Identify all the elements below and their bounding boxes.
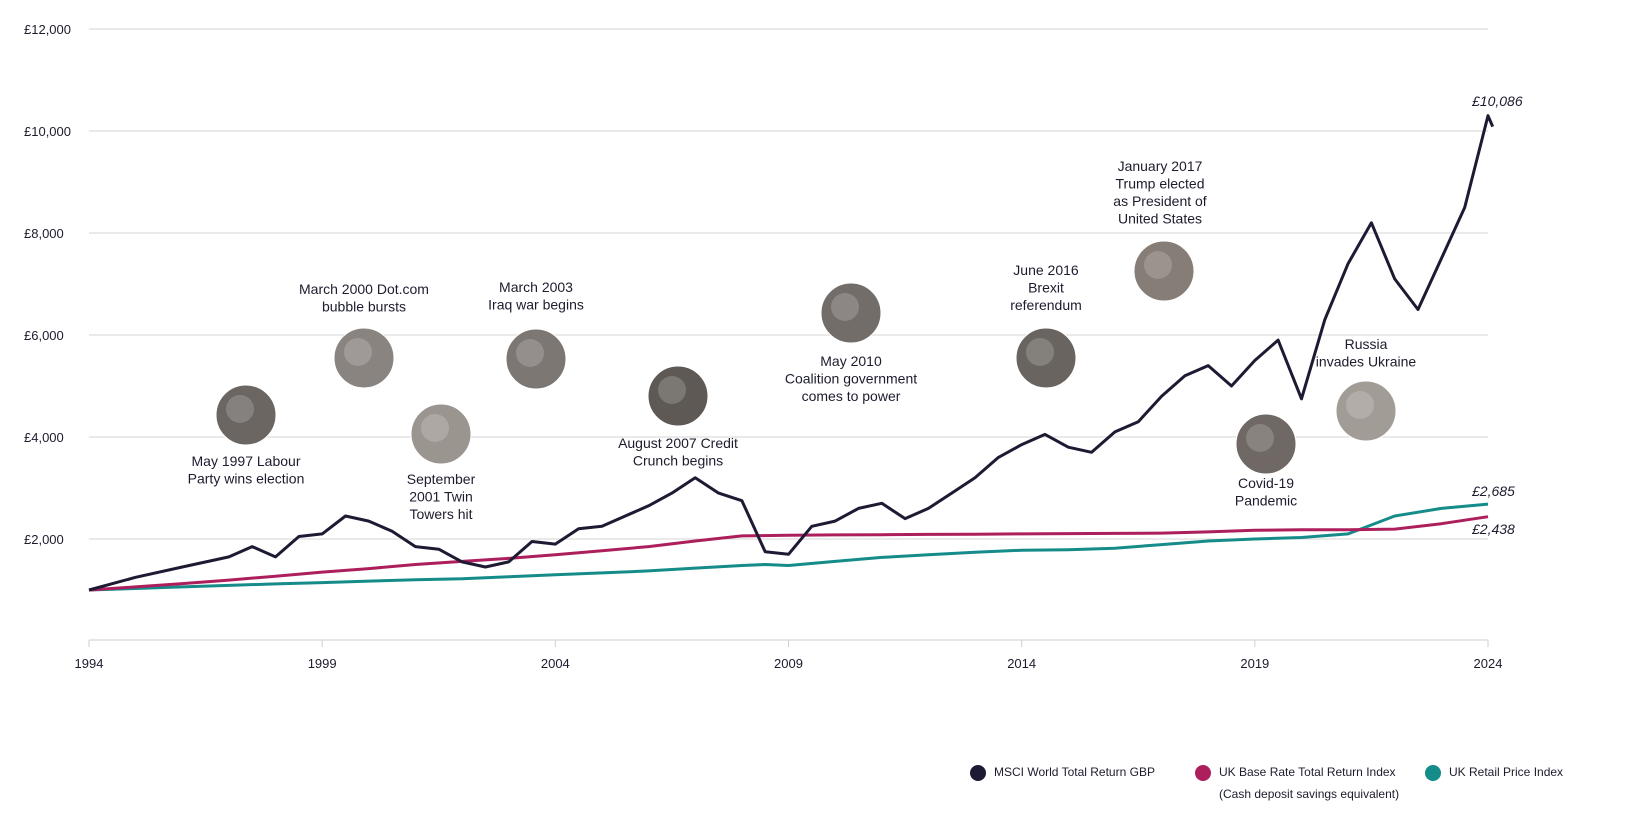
y-tick-label: £8,000 — [24, 226, 64, 241]
x-tick-label: 2019 — [1240, 656, 1269, 671]
photo-highlight — [1026, 338, 1054, 366]
annotation-text: as President of — [1113, 193, 1206, 209]
series-line-base-rate — [88, 515, 1489, 592]
legend-label-rpi: UK Retail Price Index — [1449, 765, 1564, 780]
annotation-text: referendum — [1010, 297, 1082, 313]
trump-portrait-photo — [1133, 240, 1195, 302]
annotation-text: 2001 Twin — [409, 489, 473, 505]
brexit-leader-photo — [1015, 327, 1077, 389]
x-tick-label: 2009 — [774, 656, 803, 671]
annotations: May 1997 Labour Party wins election March … — [188, 158, 1417, 522]
x-tick-label: 2024 — [1474, 656, 1503, 671]
end-value-labels: £10,086 £2,685 £2,438 — [1471, 93, 1523, 537]
x-tick-label: 1994 — [75, 656, 104, 671]
legend-marker-msci — [970, 765, 986, 781]
x-tick-label: 2004 — [541, 656, 570, 671]
annotation-text: September — [407, 471, 476, 487]
legend-label-msci: MSCI World Total Return GBP — [994, 765, 1155, 780]
annotation-text: May 1997 Labour — [192, 453, 301, 469]
series-line-rpi — [88, 502, 1489, 592]
end-label-msci: £10,086 — [1471, 93, 1523, 109]
annotation-text: January 2017 — [1118, 158, 1203, 174]
photo-highlight — [516, 339, 544, 367]
annotation-text: comes to power — [802, 388, 901, 404]
legend-label-base-rate: UK Base Rate Total Return Index — [1219, 765, 1396, 780]
legend-label-base-rate-sub: (Cash deposit savings equivalent) — [1219, 787, 1400, 801]
y-tick-label: £4,000 — [24, 430, 64, 445]
annotation-text: bubble bursts — [322, 299, 406, 315]
annotation-text: invades Ukraine — [1316, 354, 1417, 370]
protest-sign-photo — [505, 328, 567, 390]
photo-highlight — [1144, 251, 1172, 279]
annotation-text: Iraq war begins — [488, 297, 584, 313]
annotation-text: United States — [1118, 211, 1202, 227]
annotation-text: Pandemic — [1235, 493, 1297, 509]
axes: £2,000 £4,000 £6,000 £8,000 £10,000 £12,000 19… — [24, 22, 1502, 671]
annotation-text: March 2000 Dot.com — [299, 281, 429, 297]
virus-photo — [1235, 413, 1297, 475]
annotation-text: May 2010 — [820, 353, 882, 369]
annotation-text: Party wins election — [188, 471, 305, 487]
legend-marker-rpi — [1425, 765, 1441, 781]
annotation: Russia invades Ukraine — [1316, 336, 1417, 442]
coalition-leaders-photo — [820, 282, 882, 344]
annotation: August 2007 Credit Crunch begins — [618, 365, 738, 469]
y-tick-label: £6,000 — [24, 328, 64, 343]
photo-highlight — [421, 414, 449, 442]
annotation: March 2003 Iraq war begins — [488, 279, 584, 390]
photo-highlight — [831, 293, 859, 321]
x-tick-label: 2014 — [1007, 656, 1036, 671]
twin-towers-photo — [410, 403, 472, 465]
x-tick-label: 1999 — [308, 656, 337, 671]
legend-item-rpi: UK Retail Price Index — [1425, 765, 1563, 781]
y-tick-label: £10,000 — [24, 124, 71, 139]
photo-highlight — [226, 395, 254, 423]
bank-sign-photo — [647, 365, 709, 427]
annotation: May 1997 Labour Party wins election — [188, 384, 305, 487]
dotcom-sign-photo — [333, 327, 395, 389]
y-tick-label: £2,000 — [24, 532, 64, 547]
labour-leader-photo — [215, 384, 277, 446]
annotation-text: June 2016 — [1013, 262, 1079, 278]
annotation-text: Trump elected — [1116, 176, 1205, 192]
legend-item-msci: MSCI World Total Return GBP — [970, 765, 1155, 781]
series-line-msci — [88, 114, 1495, 592]
photo-highlight — [1246, 424, 1274, 452]
annotation-text: Brexit — [1028, 280, 1064, 296]
annotation-text: March 2003 — [499, 279, 573, 295]
annotation-text: Towers hit — [409, 506, 472, 522]
annotation: Covid-19 Pandemic — [1235, 413, 1297, 509]
legend-marker-base-rate — [1195, 765, 1211, 781]
photo-highlight — [1346, 391, 1374, 419]
y-tick-label: £12,000 — [24, 22, 71, 37]
photo-highlight — [344, 338, 372, 366]
series-lines — [88, 114, 1495, 592]
annotation: March 2000 Dot.com bubble bursts — [299, 281, 429, 389]
end-label-rpi: £2,685 — [1471, 483, 1515, 499]
annotation-text: August 2007 Credit — [618, 435, 738, 451]
end-label-base-rate: £2,438 — [1471, 521, 1515, 537]
tank-photo — [1335, 380, 1397, 442]
legend-item-base-rate: UK Base Rate Total Return Index — [1195, 765, 1396, 781]
annotation-text: Coalition government — [785, 371, 917, 387]
annotation-text: Covid-19 — [1238, 475, 1294, 491]
annotation-text: Russia — [1345, 336, 1388, 352]
annotation-text: Crunch begins — [633, 453, 723, 469]
photo-highlight — [658, 376, 686, 404]
